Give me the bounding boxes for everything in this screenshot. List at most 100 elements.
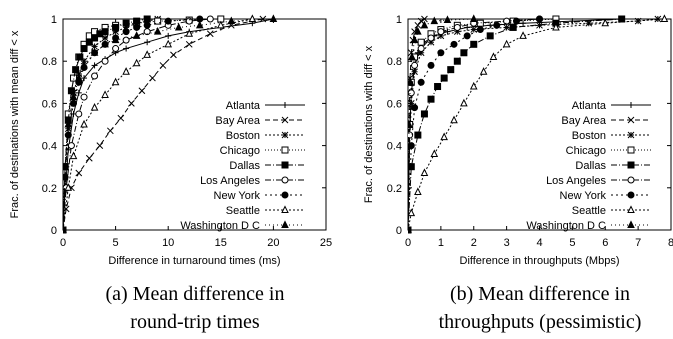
data-point [149,74,156,82]
data-point [206,30,214,38]
plot-frame [62,18,327,231]
data-point [63,173,69,181]
y-tick-label: 0 [396,225,402,237]
legend-marker [282,102,288,108]
data-point [70,99,78,107]
data-point [75,169,83,177]
legend-label: Bay Area [561,115,607,127]
data-point [427,95,435,103]
data-point [469,14,478,22]
data-point [408,208,416,217]
y-axis-label: Frac. of destinations with diff < x [363,45,375,203]
data-point [76,53,84,61]
data-point [111,35,120,44]
data-point [536,15,543,23]
data-point [420,110,428,118]
legend: Atlanta Bay Area Boston Chicago Dallas Los An… [180,100,305,232]
data-point [91,72,99,80]
data-point [440,132,448,141]
data-point [434,83,442,91]
data-point [552,22,560,31]
data-point [486,32,494,40]
series-group [63,14,278,234]
data-point [101,39,109,48]
data-point [502,39,511,48]
data-point [463,32,471,40]
data-point [660,14,669,22]
data-point [69,151,78,160]
series-washington-d-c [63,14,278,233]
legend-label: Washington D C [526,220,606,232]
data-point [80,45,88,53]
y-tick-label: 0.2 [387,183,402,195]
legend-marker [628,102,634,108]
data-point [618,15,626,23]
data-point [601,18,610,27]
x-axis-label: Difference in turnaround times (ms) [108,255,280,267]
data-point [143,15,151,23]
data-point [453,23,461,31]
panel-b: 0 0.2 0.4 0.6 0.8 1 0 1 2 3 4 5 6 7 8 Difference in thr… [363,14,673,333]
x-tick-label: 6 [602,237,608,249]
legend-marker [627,191,635,199]
data-point [536,21,543,29]
data-point [414,187,422,196]
data-point [489,52,498,60]
y-tick-label: 1 [396,14,402,26]
series-boston [408,15,662,234]
series-group [408,14,669,234]
legend-label: Atlanta [226,100,261,112]
data-point [90,103,99,111]
y-tick-label: 0.4 [42,141,57,153]
data-point [91,34,99,42]
legend-marker [281,191,289,199]
data-point [72,66,80,74]
x-tick-label: 1 [438,237,444,249]
legend-marker [627,220,635,228]
data-point [460,49,468,57]
data-point [154,17,162,25]
x-tick-label: 0 [405,237,411,249]
y-tick-label: 0.8 [42,56,57,68]
data-point [444,28,451,35]
x-tick-label: 25 [320,237,332,249]
data-point [159,62,167,69]
legend-marker [627,161,635,169]
data-point [64,119,73,128]
y-axis-label: Frac. of destinations with mean diff < x [9,30,21,218]
series-new-york [408,15,543,234]
data-point [421,15,428,23]
series-line [63,18,253,231]
data-point [437,49,445,57]
data-point [569,18,576,25]
data-point [90,48,99,56]
data-point [408,142,415,150]
data-point [64,131,72,139]
data-point [206,15,214,23]
data-point [80,93,88,101]
data-point [144,39,151,46]
data-point [122,19,130,27]
x-tick-label: 10 [162,237,174,249]
x-tick-label: 5 [113,237,119,249]
legend-marker [281,176,289,184]
legend-label: Bay Area [215,115,261,127]
legend-marker [281,146,289,154]
data-point [450,40,458,48]
data-point [414,21,422,29]
x-axis-label: Difference in throughputs (Mbps) [460,255,620,267]
data-point [414,131,422,139]
legend-label: Boston [226,130,260,142]
legend-marker [281,161,289,169]
legend-label: Seattle [226,205,260,217]
data-point [75,110,83,118]
data-point [80,119,88,128]
data-point [503,24,510,31]
data-point [476,26,484,34]
x-tick-label: 0 [60,237,66,249]
data-point [417,38,425,46]
data-point [112,23,120,31]
data-point [519,31,527,39]
data-point [96,142,104,149]
x-tick-label: 7 [635,237,641,249]
